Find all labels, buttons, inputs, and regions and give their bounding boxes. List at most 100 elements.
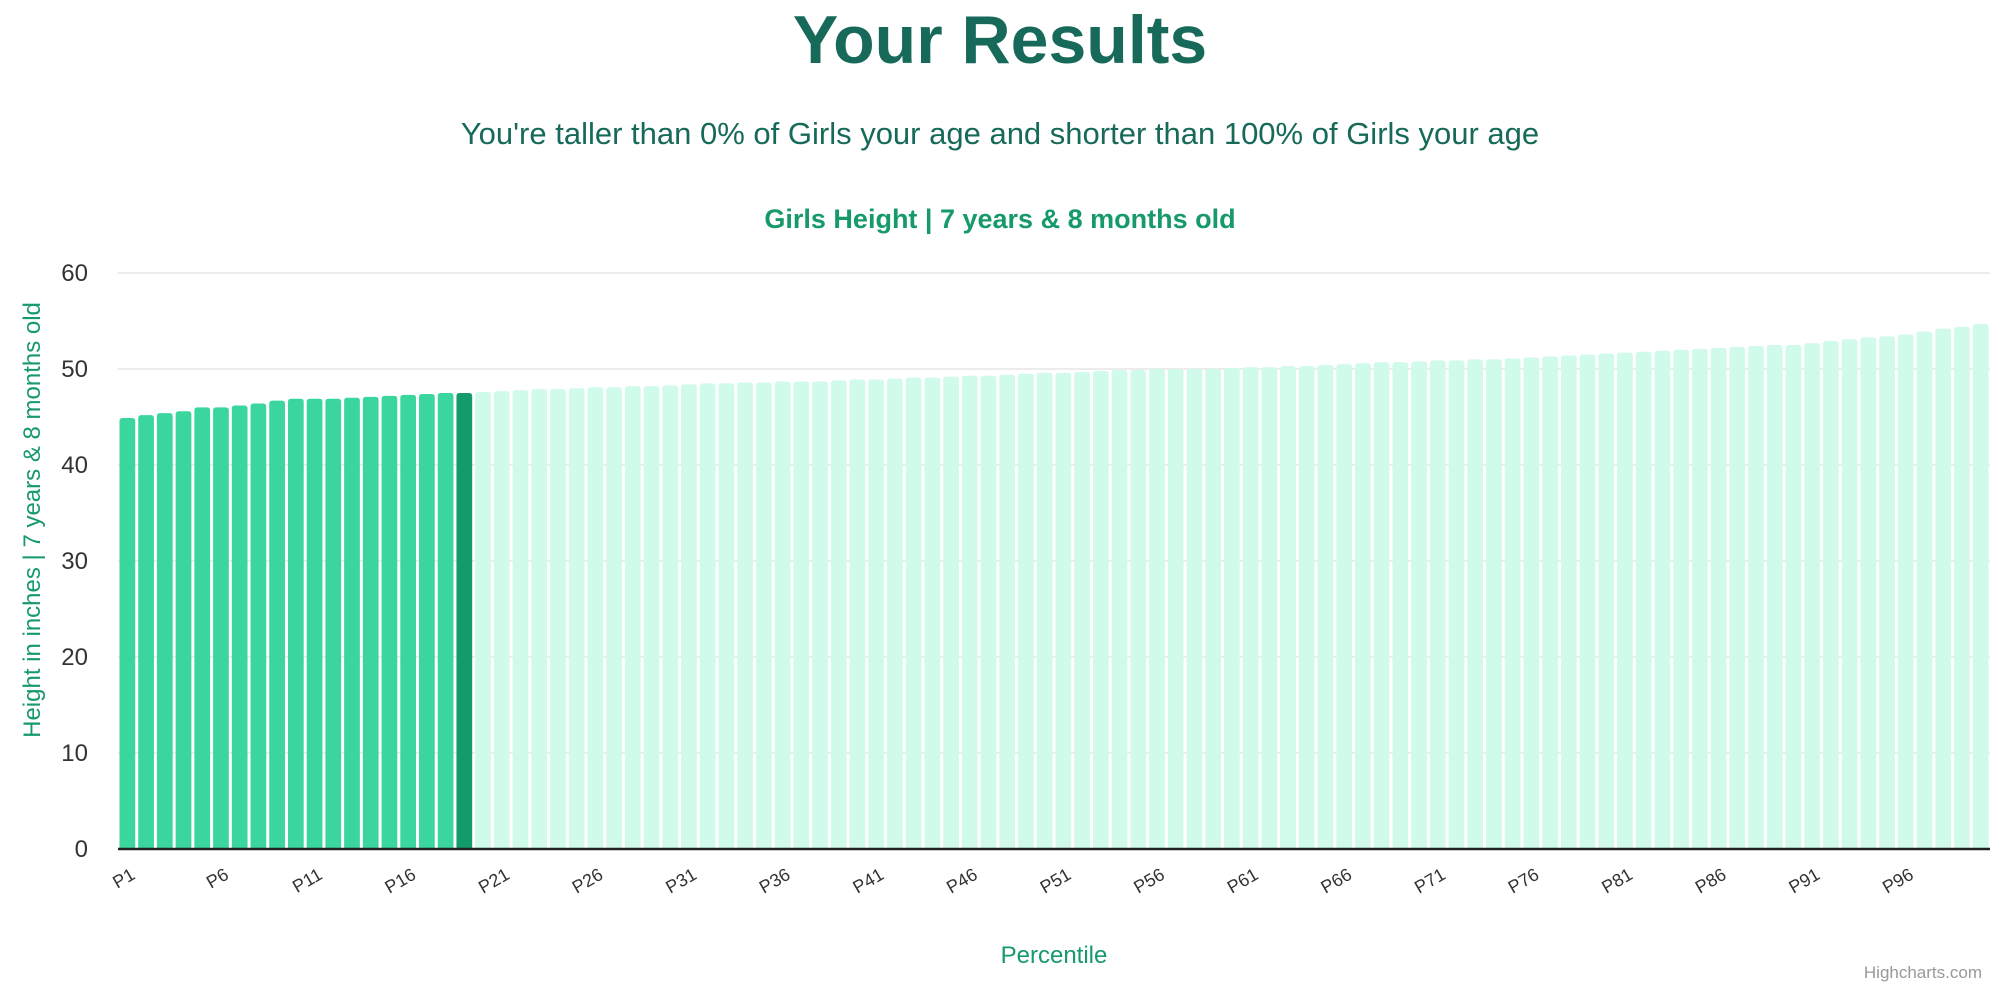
bar-p55[interactable] [1130,369,1147,849]
bar-p2[interactable] [138,415,154,849]
bar-p86[interactable] [1710,347,1727,849]
bar-p59[interactable] [1205,369,1221,849]
bar-p47[interactable] [980,375,997,849]
bar-p83[interactable] [1654,350,1671,849]
bar-p8[interactable] [250,403,267,849]
bar-p41[interactable] [868,379,885,849]
bar-p15[interactable] [381,395,398,849]
bar-p28[interactable] [624,386,641,849]
bar-p27[interactable] [606,387,622,849]
bar-p69[interactable] [1392,362,1409,849]
bar-p67[interactable] [1355,363,1371,849]
bar-p13[interactable] [344,397,360,849]
bar-p74[interactable] [1486,359,1502,849]
bar-p71[interactable] [1429,360,1446,849]
bar-p84[interactable] [1673,349,1689,849]
bar-p54[interactable] [1111,369,1128,849]
bar-p17[interactable] [419,393,435,849]
bar-p63[interactable] [1280,366,1296,849]
bar-p39[interactable] [830,380,847,849]
bar-p62[interactable] [1261,367,1278,849]
bar-p51[interactable] [1055,372,1072,849]
bar-p45[interactable] [943,376,959,849]
bar-p33[interactable] [718,383,735,849]
bar-p91[interactable] [1804,343,1821,849]
bar-p32[interactable] [699,383,716,849]
bar-p48[interactable] [999,374,1016,849]
bar-p88[interactable] [1748,345,1764,849]
bar-p34[interactable] [737,382,753,849]
bar-p12[interactable] [325,398,342,849]
bar-p25[interactable] [568,388,585,849]
bar-p40[interactable] [849,379,866,849]
bar-p66[interactable] [1336,364,1353,849]
bar-p73[interactable] [1467,359,1484,849]
bar-p93[interactable] [1841,339,1858,849]
bar-p36[interactable] [774,381,791,849]
bar-p89[interactable] [1766,345,1783,849]
bar-p82[interactable] [1635,351,1652,849]
bar-p23[interactable] [531,389,548,849]
bar-p19[interactable] [456,393,473,849]
bar-p26[interactable] [587,387,604,849]
bar-p3[interactable] [156,413,173,849]
bar-p92[interactable] [1823,341,1839,849]
bar-p76[interactable] [1523,357,1540,849]
bar-p77[interactable] [1542,356,1558,849]
bar-p78[interactable] [1560,355,1577,849]
bar-p22[interactable] [512,390,529,849]
bar-p14[interactable] [362,396,379,849]
bar-p81[interactable] [1617,352,1633,849]
bar-p37[interactable] [793,381,810,849]
bar-p7[interactable] [231,405,248,849]
bar-p94[interactable] [1860,337,1877,849]
bar-p80[interactable] [1598,353,1615,849]
bar-p98[interactable] [1935,328,1952,849]
bar-p99[interactable] [1954,326,1970,849]
bar-p65[interactable] [1317,365,1334,849]
bar-p87[interactable] [1729,346,1746,849]
bar-p49[interactable] [1018,373,1034,849]
bar-p58[interactable] [1186,369,1203,849]
bar-p68[interactable] [1373,362,1390,849]
bar-p52[interactable] [1074,371,1090,849]
bar-p5[interactable] [194,407,211,849]
bar-p85[interactable] [1691,348,1708,849]
bar-p18[interactable] [437,393,454,849]
bar-p60[interactable] [1223,368,1240,849]
bar-p43[interactable] [905,377,922,849]
bar-p31[interactable] [681,384,697,849]
bar-p11[interactable] [306,398,323,849]
bar-p29[interactable] [643,386,660,849]
bar-p44[interactable] [924,377,941,849]
bar-p46[interactable] [961,375,978,849]
bar-p61[interactable] [1242,367,1259,849]
bar-p24[interactable] [550,389,566,849]
bar-p53[interactable] [1092,370,1109,849]
bar-p6[interactable] [213,407,229,849]
bar-p97[interactable] [1916,331,1933,849]
bar-p10[interactable] [287,398,304,849]
bar-p38[interactable] [812,381,828,849]
bar-p20[interactable] [475,392,491,849]
bar-p9[interactable] [269,400,285,849]
bar-p72[interactable] [1448,360,1465,849]
highcharts-credits[interactable]: Highcharts.com [1864,963,1982,982]
bar-p90[interactable] [1785,345,1802,849]
bar-p100[interactable] [1972,323,1989,849]
bar-p70[interactable] [1411,361,1427,849]
bar-p4[interactable] [175,411,192,849]
bar-p96[interactable] [1897,334,1914,849]
bar-p56[interactable] [1149,369,1165,849]
bar-p50[interactable] [1036,372,1053,849]
bar-p95[interactable] [1879,336,1895,849]
bar-p16[interactable] [400,394,417,849]
bar-p75[interactable] [1504,358,1521,849]
bar-p1[interactable] [119,417,136,849]
bar-p42[interactable] [887,378,903,849]
bar-p30[interactable] [662,385,679,849]
bar-p64[interactable] [1298,366,1315,849]
bar-p57[interactable] [1167,369,1184,849]
bar-p35[interactable] [755,382,772,849]
bar-p21[interactable] [493,391,510,849]
